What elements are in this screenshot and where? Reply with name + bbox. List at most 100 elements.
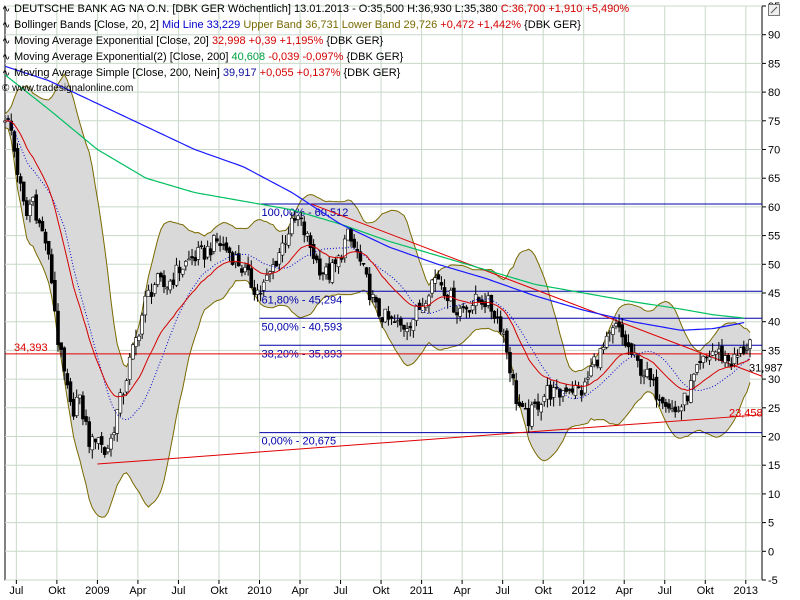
candle-body (620, 324, 625, 338)
candle-body (741, 346, 746, 354)
candle-body (676, 410, 681, 412)
candle-body (342, 238, 347, 259)
bollinger-suffix: {DBK GER} (524, 19, 581, 31)
bollinger-mid-value: Mid Line 33,229 (161, 19, 241, 31)
candle-body (645, 369, 649, 377)
legend-sma200-row[interactable]: ∿ Moving Average Simple [Close, 200, Nein… (2, 65, 629, 81)
candle-body (542, 396, 547, 402)
candle-body (698, 360, 702, 364)
sma200-label: Moving Average Simple [Close, 200, Nein] (14, 67, 220, 79)
candle-body (37, 219, 42, 224)
candle-body (726, 354, 731, 362)
candle-body (71, 398, 76, 417)
line-icon: ∿ (2, 4, 11, 15)
candle-body (601, 347, 606, 351)
x-tick-label: Jul (496, 585, 510, 597)
candle-body (745, 348, 749, 351)
ema200-line (4, 74, 745, 319)
candle-body (614, 323, 618, 327)
candle-body (452, 287, 456, 313)
ema20-suffix: {DBK GER} (326, 35, 384, 47)
candle-body (190, 256, 194, 259)
candle-body (695, 364, 699, 373)
candle-body (667, 403, 671, 409)
candle-body (34, 194, 38, 221)
candle-body (523, 407, 528, 410)
expand-button[interactable] (768, 4, 780, 16)
candle-body (520, 403, 525, 407)
candle-body (717, 348, 721, 353)
ema20-value: 32,998 (211, 35, 246, 47)
candle-body (498, 316, 503, 333)
candle-body (127, 356, 132, 380)
candle-body (526, 408, 531, 427)
candle-body (530, 404, 534, 427)
candle-body (87, 421, 91, 447)
legend-ema200-row[interactable]: ∿ Moving Average Exponential(2) [Close, 2… (2, 49, 629, 65)
candle-body (174, 264, 179, 286)
watermark: © www.tradesignalonline.com (2, 81, 629, 97)
candle-body (240, 268, 244, 273)
y-tick-label: 45 (768, 288, 780, 300)
candle-body (651, 378, 656, 381)
x-tick-label: Okt (373, 585, 390, 597)
candle-body (155, 273, 160, 285)
candle-body (208, 248, 213, 256)
candle-body (371, 294, 375, 298)
candle-body (545, 385, 550, 400)
candle-body (461, 306, 466, 309)
sma200-suffix: {DBK GER} (343, 67, 401, 79)
x-tick-label: 2012 (571, 585, 595, 597)
candle-body (243, 266, 247, 273)
x-tick-label: Okt (48, 585, 65, 597)
candle-body (448, 289, 453, 302)
y-tick-label: 50 (768, 259, 780, 271)
candle-body (660, 397, 665, 404)
candle-body (184, 261, 188, 267)
candle-body (436, 274, 441, 280)
candle-body (134, 337, 138, 347)
candle-body (299, 217, 303, 220)
candle-body (308, 235, 313, 248)
candle-body (249, 268, 254, 288)
candle-body (46, 240, 51, 255)
candle-body (701, 355, 706, 363)
candle-body (395, 320, 400, 323)
candle-body (339, 257, 344, 260)
candle-body (218, 243, 222, 246)
candle-body (106, 448, 110, 453)
y-tick-label: 35 (768, 345, 780, 357)
y-tick-label: 15 (768, 460, 780, 472)
candle-body (554, 386, 559, 389)
x-tick-label: Jul (171, 585, 185, 597)
x-tick-label: Apr (616, 585, 633, 597)
candle-body (458, 308, 462, 317)
candle-body (289, 217, 294, 235)
ema20-line (4, 120, 751, 398)
bollinger-change: +0,472 +1,442% (440, 19, 522, 31)
line-icon: ∿ (2, 20, 11, 31)
candle-body (623, 334, 628, 346)
candle-body (361, 262, 366, 265)
candle-body (748, 339, 752, 349)
legend-bollinger-row[interactable]: ∿ Bollinger Bands [Close, 20, 2] Mid Line… (2, 17, 629, 33)
candle-body (115, 409, 120, 434)
candle-body (657, 399, 662, 401)
candle-body (732, 353, 737, 365)
candle-body (576, 386, 581, 389)
candle-body (367, 273, 372, 301)
candle-body (589, 366, 593, 377)
last-value-label: 31,987 (749, 363, 783, 375)
candle-body (25, 200, 29, 216)
candle-body (735, 355, 740, 358)
candle-body (311, 244, 316, 259)
candle-body (670, 408, 674, 411)
expand-icon (770, 6, 778, 14)
candle-body (639, 359, 643, 376)
candle-body (6, 118, 10, 120)
candle-body (352, 238, 356, 248)
ema200-suffix: {DBK GER} (346, 51, 404, 63)
legend-ema20-row[interactable]: ∿ Moving Average Exponential [Close, 20] … (2, 33, 629, 49)
